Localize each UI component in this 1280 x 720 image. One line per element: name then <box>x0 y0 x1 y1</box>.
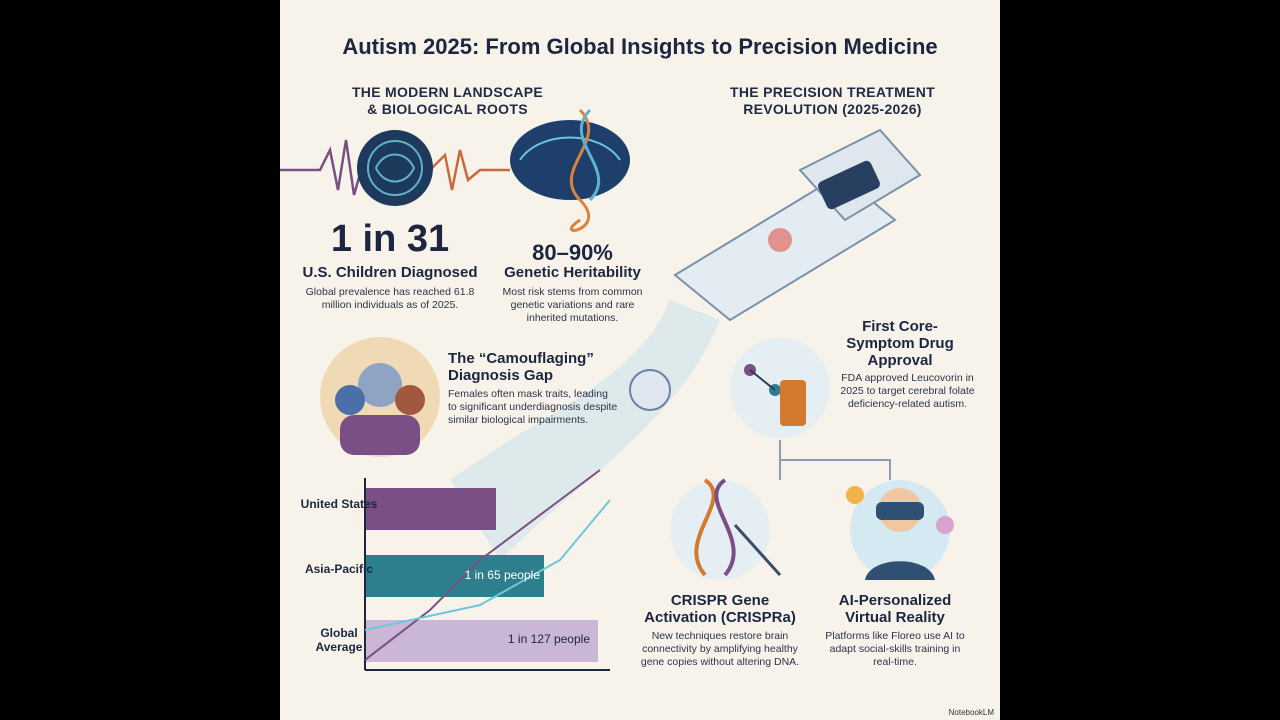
illustration-layer <box>280 108 954 671</box>
chart-bar <box>366 488 496 530</box>
people-group-icon <box>320 337 440 457</box>
chart-bar <box>366 555 544 597</box>
crispr-title: CRISPR Gene Activation (CRISPRa) <box>644 592 796 626</box>
connector-line <box>779 440 891 480</box>
watermark: NotebookLM <box>948 708 994 717</box>
stat-label-children: U.S. Children Diagnosed <box>302 264 478 281</box>
crispr-desc: New techniques restore brain connectivit… <box>640 630 800 668</box>
infographic-poster: Autism 2025: From Global Insights to Pre… <box>280 0 1000 720</box>
chart-bar-label: 1 in 127 people <box>507 632 590 646</box>
trend-line-2 <box>364 499 611 631</box>
dna-scissors-icon <box>670 478 782 580</box>
cell-icon <box>629 369 671 411</box>
chart-bar <box>366 620 598 662</box>
stat-value-heritability: 80–90% <box>532 240 613 265</box>
vr-desc: Platforms like Floreo use AI to adapt so… <box>825 630 965 668</box>
camouflage-title: The “Camouflaging” Diagnosis Gap <box>448 350 594 384</box>
stat-label-heritability: Genetic Heritability <box>504 264 641 281</box>
page-title: Autism 2025: From Global Insights to Pre… <box>342 34 938 59</box>
drug-approval-desc: FDA approved Leucovorin in 2025 to targe… <box>840 372 975 410</box>
molecule-bottle-icon <box>730 338 830 438</box>
data-stream-ribbon <box>450 300 720 560</box>
chart-category-label: Global Average <box>315 626 363 654</box>
chart-category-label: Asia-Pacific <box>304 562 374 576</box>
drug-approval-title: First Core-Symptom Drug Approval <box>846 318 954 369</box>
vr-person-icon <box>846 480 954 580</box>
left-section-heading: THE MODERN LANDSCAPE & BIOLOGICAL ROOTS <box>351 84 544 117</box>
stat-desc-heritability: Most risk stems from common genetic vari… <box>502 286 643 324</box>
brain-icon <box>357 130 433 206</box>
chart-category-label: United States <box>300 497 378 511</box>
camouflage-desc: Females often mask traits, leading to si… <box>448 388 618 426</box>
stat-value-children: 1 in 31 <box>330 218 450 260</box>
vr-title: AI-Personalized Virtual Reality <box>838 592 952 626</box>
lab-device-icon <box>673 128 922 322</box>
chart-bar-label: 1 in 65 people <box>464 568 540 582</box>
trend-line <box>364 469 601 661</box>
brain-dna-icon <box>510 108 630 232</box>
waveform-line-right <box>429 149 510 191</box>
stat-desc-children: Global prevalence has reached 61.8 milli… <box>305 286 475 311</box>
right-section-heading: THE PRECISION TREATMENT REVOLUTION (2025… <box>730 84 935 117</box>
